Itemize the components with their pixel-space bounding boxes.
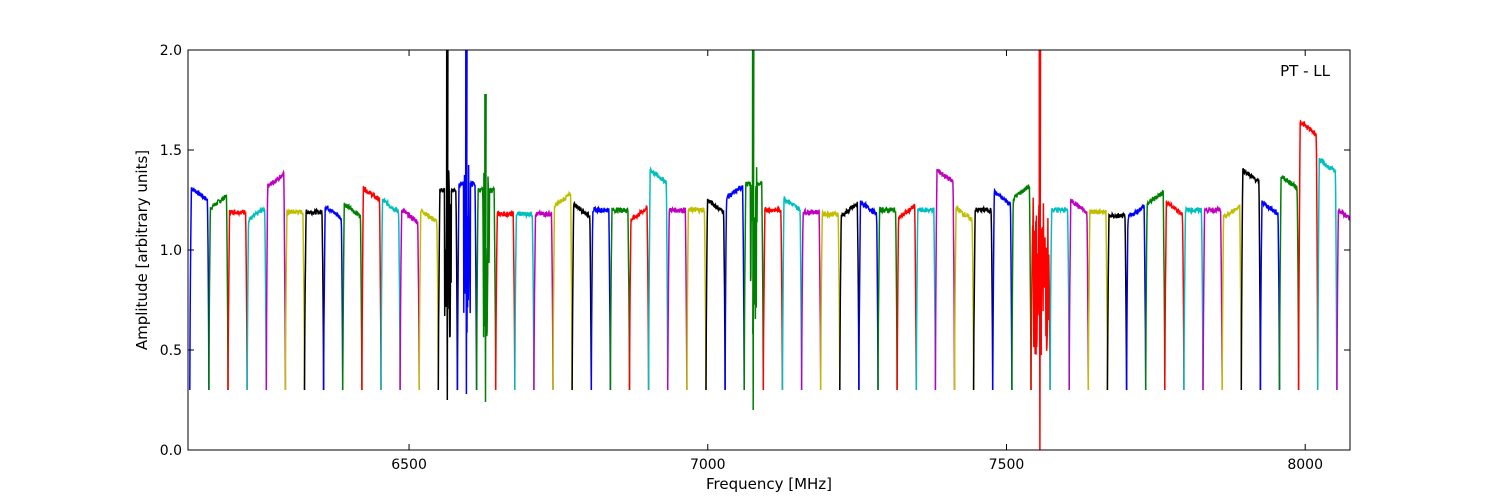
- series-line-30: [762, 205, 784, 391]
- series-line-26: [686, 206, 707, 391]
- series-line-44: [1030, 50, 1051, 450]
- series-line-59: [1316, 157, 1338, 391]
- series-line-43: [1011, 184, 1032, 391]
- series-line-15: [475, 93, 497, 403]
- series-line-7: [322, 204, 344, 391]
- series-layer: [189, 50, 1350, 450]
- series-line-24: [647, 166, 669, 391]
- series-line-8: [341, 202, 363, 391]
- y-tick-label: 1.5: [160, 143, 182, 159]
- series-line-20: [571, 200, 593, 391]
- series-line-6: [303, 207, 325, 391]
- series-line-29: [743, 50, 765, 411]
- series-line-27: [705, 198, 726, 391]
- series-line-41: [972, 204, 994, 391]
- series-line-5: [284, 207, 306, 391]
- series-line-31: [781, 196, 803, 391]
- series-line-34: [839, 201, 860, 391]
- series-line-45: [1049, 206, 1070, 391]
- series-line-53: [1202, 205, 1223, 391]
- y-tick-label: 2.0: [160, 43, 182, 59]
- x-tick-label: 7000: [690, 457, 726, 473]
- series-line-51: [1164, 200, 1185, 391]
- series-line-4: [265, 169, 287, 391]
- series-line-32: [800, 206, 822, 391]
- series-line-35: [858, 199, 879, 391]
- series-line-48: [1106, 211, 1128, 391]
- series-line-28: [724, 184, 745, 391]
- series-line-11: [399, 207, 420, 391]
- series-line-39: [934, 168, 956, 391]
- series-line-42: [991, 187, 1013, 391]
- series-line-13: [437, 50, 459, 401]
- x-tick-label: 7500: [989, 457, 1025, 473]
- series-line-57: [1278, 175, 1300, 391]
- series-line-60: [1336, 208, 1350, 391]
- series-line-38: [915, 206, 937, 391]
- series-line-9: [361, 185, 382, 391]
- series-line-33: [819, 208, 841, 391]
- series-line-23: [628, 205, 650, 391]
- series-line-54: [1221, 204, 1243, 391]
- series-line-46: [1068, 198, 1090, 391]
- x-axis-label: Frequency [MHz]: [706, 475, 832, 493]
- chart-annotation: PT - LL: [1280, 62, 1331, 80]
- y-tick-label: 0.0: [160, 443, 182, 459]
- series-line-37: [896, 203, 918, 391]
- series-line-49: [1125, 203, 1147, 391]
- series-line-25: [666, 205, 688, 391]
- series-line-58: [1297, 119, 1319, 391]
- series-line-52: [1183, 205, 1204, 391]
- series-line-12: [418, 208, 440, 391]
- series-line-16: [494, 209, 516, 391]
- series-line-55: [1240, 167, 1262, 391]
- series-line-50: [1144, 189, 1166, 391]
- series-line-2: [227, 209, 248, 391]
- series-line-0: [189, 186, 210, 391]
- series-line-3: [246, 205, 268, 391]
- series-line-36: [877, 206, 898, 391]
- series-line-40: [953, 204, 975, 391]
- series-line-17: [514, 210, 535, 391]
- series-line-22: [609, 206, 631, 391]
- series-line-1: [208, 194, 229, 391]
- x-tick-label: 6500: [391, 457, 427, 473]
- series-line-10: [380, 197, 401, 391]
- y-axis-label: Amplitude [arbitrary units]: [133, 150, 151, 350]
- series-line-47: [1087, 208, 1109, 391]
- x-tick-label: 8000: [1287, 457, 1323, 473]
- tick-layer: 6500 7000 7500 8000 0.0 0.5 1.0 1.5 2.0: [160, 43, 1350, 473]
- series-line-18: [533, 208, 554, 391]
- series-line-21: [590, 205, 612, 391]
- y-tick-label: 0.5: [160, 343, 182, 359]
- series-line-14: [456, 50, 478, 395]
- y-tick-label: 1.0: [160, 243, 182, 259]
- series-line-19: [552, 190, 573, 391]
- series-line-56: [1259, 200, 1281, 391]
